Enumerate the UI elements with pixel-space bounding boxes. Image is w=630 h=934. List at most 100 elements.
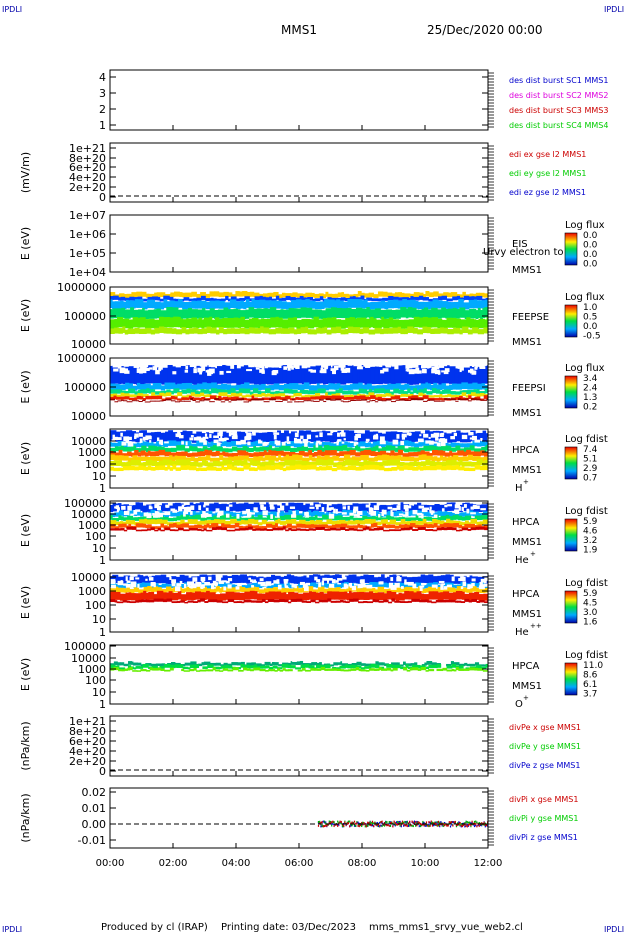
panel-feepsi-band4-cell-78 — [408, 396, 413, 400]
panel-feepse-band3-cell-42 — [288, 308, 295, 319]
panel-feepse-band0-cell-40 — [277, 294, 283, 299]
panel-feepse-band1-cell-76 — [422, 297, 429, 301]
panel-hpca_he-band5-cell-43 — [288, 527, 292, 531]
panel-hpca_he2-band0-cell-21 — [197, 576, 201, 584]
panel-feepse-band0-cell-75 — [413, 292, 420, 297]
panel-divpi-trace-92 — [353, 820, 356, 823]
panel-feepsi-band2-cell-4 — [128, 388, 133, 394]
panel-hpca_h-band6-cell-6 — [138, 465, 144, 470]
panel-divpi-trace-39 — [333, 823, 335, 826]
panel-feepse-band0-cell-16 — [179, 292, 183, 297]
panel-divpi-trace-266 — [423, 824, 425, 827]
panel-feepsi-speckle-59 — [417, 370, 422, 374]
panel-hpca_he2-band3-cell-31 — [249, 590, 255, 600]
panel-hpca_o-band0-cell-72 — [403, 661, 406, 666]
panel-feepsi-band5-cell-65 — [366, 401, 370, 403]
panel-hpca_he2-band0-cell-1 — [112, 574, 119, 584]
panel-hpca_he2-band0-cell-31 — [237, 575, 241, 584]
panel-hpca_o-band2-cell-38 — [265, 669, 269, 672]
panel-feepse-band2-cell-4 — [122, 301, 127, 310]
panel-hpca_h-band0-cell-45 — [284, 430, 289, 442]
panel-feepsi-band4-cell-43 — [270, 396, 276, 400]
panel-hpca_he2-band2-cell-66 — [383, 589, 390, 594]
panel-hpca_he-band4-cell-21 — [182, 523, 189, 528]
panel-hpca_h-speckle-41 — [213, 435, 219, 439]
panel-divpi-trace-356 — [459, 821, 461, 824]
panel-hpca_h-band0-cell-52 — [310, 431, 318, 442]
panel-hpca_he2-band4-cell-59 — [349, 598, 354, 602]
panel-hpca_he2-speckle-108 — [259, 578, 264, 582]
panel-hpca_he-band5-cell-86 — [470, 527, 477, 531]
panel-hpca_he-speckle-84 — [454, 509, 457, 513]
panel-hpca_he-band5-cell-53 — [330, 527, 337, 531]
panel-divpi-trace-107 — [359, 824, 362, 827]
panel-hpca_h-speckle-118 — [401, 435, 406, 440]
panel-hpca_he2-band1-cell-33 — [247, 584, 254, 588]
panel-hpca_he-band4-cell-19 — [176, 524, 181, 529]
panel-hpca_h-band6-cell-37 — [254, 467, 258, 472]
panel-feepse-band3-cell-24 — [214, 310, 219, 320]
x-tick-label-2: 04:00 — [222, 858, 251, 869]
panel-hpca_h-band5-cell-75 — [396, 459, 401, 466]
panel-feepse-band4-cell-15 — [169, 317, 174, 328]
panel-divpi-trace-122 — [365, 825, 368, 828]
panel-feepsi-band0-cell-38 — [258, 368, 265, 385]
panel-hpca_he2-speckle-124 — [478, 585, 485, 590]
panel-feepsi-band5-cell-66 — [369, 400, 373, 402]
panel-hpca_o-band1-cell-81 — [446, 665, 453, 669]
panel-hpca_h-band2-cell-10 — [154, 446, 158, 452]
panel-hpca_o-band0-cell-18 — [184, 662, 191, 666]
panel-hpca_he-band0-cell-34 — [244, 502, 249, 511]
panel-hpca_he2-speckle-27 — [331, 579, 336, 584]
panel-divpi-trace-301 — [437, 824, 440, 827]
panel-hpca_he2-band3-cell-41 — [285, 594, 289, 601]
panel-hpca_h-band4-cell-87 — [445, 457, 449, 462]
panel-divpi-trace-246 — [416, 820, 418, 823]
panel-feepse-band1-cell-91 — [481, 298, 487, 302]
panel-hpca_h-band5-cell-18 — [168, 459, 173, 466]
panel-feepse-band5-cell-44 — [283, 328, 290, 334]
panel-feepse-band5-cell-90 — [467, 329, 473, 335]
panel-divpe-frame — [109, 715, 489, 777]
panel-hpca_h-band0-cell-63 — [356, 433, 362, 443]
panel-hpca_o-speckle-40 — [344, 650, 348, 655]
panel-feepse-band4-cell-58 — [338, 319, 342, 329]
panel-feepse-band3-cell-75 — [431, 307, 434, 318]
panel-hpca_he-speckle-125 — [304, 511, 309, 516]
panel-hpca_he-band1-cell-76 — [415, 510, 420, 516]
panel-hpca_o-speckle-117 — [346, 648, 351, 652]
panel-hpca_he-band5-cell-38 — [266, 529, 274, 531]
panel-hpca_he2-ylabel: E (eV) — [19, 586, 32, 619]
panel-hpca_o-band2-cell-88 — [458, 668, 464, 671]
panel-hpca_he2-band2-cell-58 — [346, 586, 353, 592]
panel-feepsi-band0-cell-78 — [412, 367, 416, 385]
panel-divpi-trace-110 — [361, 821, 363, 824]
panel-hpca_h-band3-cell-70 — [390, 450, 395, 456]
panel-hpca_o-speckle-33 — [255, 648, 261, 652]
panel-hpca_h-band4-cell-23 — [200, 456, 207, 462]
panel-hpca_h-speckle-66 — [177, 434, 181, 438]
panel-feepse-band4-cell-0 — [110, 319, 115, 329]
panel-feepse-band3-cell-73 — [423, 307, 429, 318]
panel-hpca_h-band2-cell-65 — [368, 447, 374, 452]
panel-feepsi-band1-cell-32 — [248, 384, 253, 391]
panel-feepsi-band4-cell-89 — [459, 396, 463, 400]
panel-hpca_h-band0-cell-11 — [157, 431, 162, 442]
panel-feepse-band3-cell-81 — [452, 307, 457, 318]
panel-hpca_he-speckle-127 — [277, 507, 281, 512]
panel-hpca_o-instrument: HPCA — [512, 661, 540, 672]
panel-hpca_he-band4-cell-5 — [128, 523, 132, 528]
panel-hpca_h-band2-cell-19 — [189, 445, 193, 451]
panel-hpca_h-ytick-label-3: 10 — [92, 470, 106, 483]
panel-feepsi-speckle-116 — [476, 362, 483, 365]
panel-feepsi-band3-cell-0 — [110, 393, 114, 397]
panel-feepse-band5-cell-8 — [138, 328, 145, 335]
panel-feepsi-speckle-113 — [435, 366, 440, 370]
panel-feepsi-band5-cell-28 — [218, 399, 222, 401]
panel-hpca_he-band4-cell-75 — [394, 525, 400, 529]
panel-hpca_o-speckle-34 — [257, 657, 260, 661]
panel-hpca_h-band2-cell-67 — [375, 445, 379, 451]
panel-feepse-band5-cell-51 — [310, 329, 315, 335]
panel-feepsi-speckle-16 — [113, 368, 119, 372]
